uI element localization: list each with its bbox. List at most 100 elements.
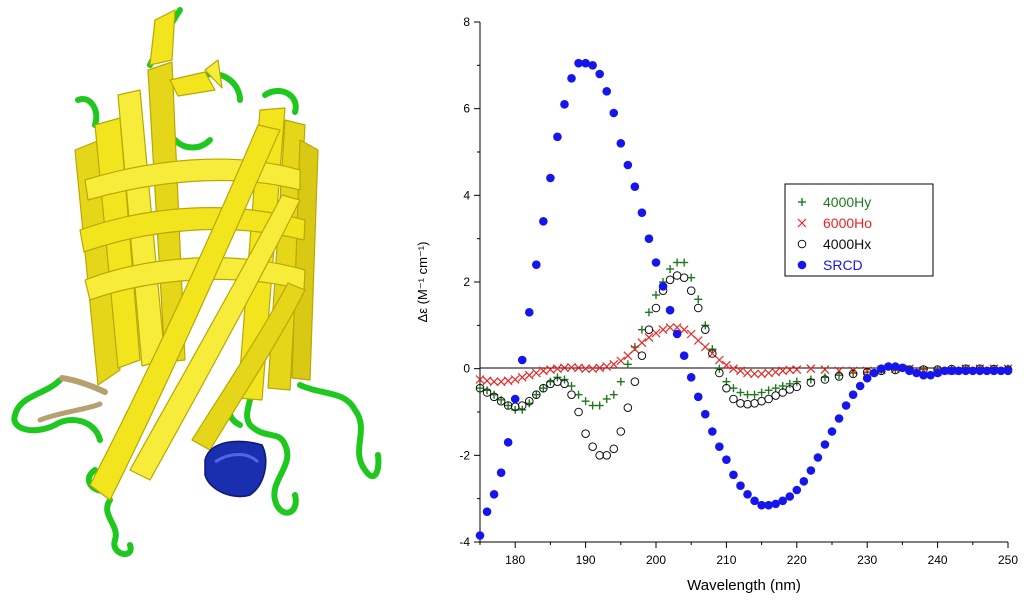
point-6000Ho: [679, 325, 689, 335]
x-tick-label: 250: [998, 553, 1018, 567]
point-4000Hx: [693, 303, 703, 313]
legend-marker-SRCD: [797, 260, 807, 270]
point-4000Hx: [764, 394, 773, 404]
point-4000Hy: [616, 377, 625, 386]
point-SRCD: [785, 492, 795, 501]
point-SRCD: [588, 61, 597, 70]
point-SRCD: [665, 305, 675, 315]
point-SRCD: [905, 366, 914, 376]
point-4000Hy: [764, 386, 773, 395]
point-SRCD: [700, 409, 710, 419]
y-tick-label: 6: [463, 102, 470, 116]
point-SRCD: [947, 366, 956, 376]
point-4000Hy: [708, 345, 717, 354]
point-4000Hx: [482, 388, 492, 397]
y-axis-label: Δε (M⁻¹ cm⁻¹): [415, 242, 430, 323]
point-4000Hy: [560, 375, 569, 384]
point-4000Hy: [504, 401, 513, 410]
point-6000Ho: [602, 362, 612, 371]
point-SRCD: [869, 368, 879, 378]
point-6000Ho: [531, 368, 541, 378]
point-4000Hy: [694, 295, 703, 304]
point-4000Hy: [771, 384, 780, 393]
point-4000Hx: [743, 399, 752, 409]
point-SRCD: [912, 368, 921, 378]
point-SRCD: [482, 507, 492, 516]
point-4000Hy: [588, 401, 597, 410]
point-SRCD: [609, 108, 619, 118]
point-4000Hx: [771, 391, 780, 400]
point-SRCD: [560, 100, 569, 109]
point-6000Ho: [862, 366, 872, 376]
point-6000Ho: [721, 360, 731, 370]
point-SRCD: [1003, 366, 1013, 376]
point-4000Hx: [539, 383, 548, 393]
point-4000Hy: [483, 386, 492, 395]
point-4000Hx: [806, 378, 816, 387]
point-4000Hx: [757, 396, 766, 406]
point-SRCD: [651, 258, 661, 267]
point-SRCD: [489, 490, 499, 499]
beta-strands: [74, 9, 319, 501]
point-SRCD: [686, 373, 696, 382]
point-SRCD: [764, 500, 773, 510]
point-SRCD: [982, 366, 992, 376]
point-4000Hy: [532, 390, 541, 399]
point-6000Ho: [538, 366, 548, 376]
point-SRCD: [539, 217, 548, 226]
point-SRCD: [820, 440, 830, 449]
point-4000Hx: [475, 383, 485, 393]
point-SRCD: [827, 427, 837, 436]
tick-labels: 180 190 200 210 220 230 240 250 -4 -2 0 2 4 6 8: [459, 15, 1018, 567]
point-4000Hy: [602, 395, 611, 403]
point-SRCD: [876, 364, 886, 373]
point-SRCD: [708, 427, 717, 436]
point-4000Hy: [673, 258, 682, 267]
axes: [479, 22, 1008, 543]
point-4000Hx: [651, 303, 661, 313]
point-4000Hx: [602, 451, 612, 460]
point-6000Ho: [750, 369, 759, 379]
point-4000Hx: [722, 383, 731, 393]
point-6000Ho: [651, 328, 661, 338]
point-SRCD: [961, 366, 971, 376]
point-6000Ho: [714, 355, 724, 365]
cd-spectrum-chart: 180 190 200 210 220 230 240 250 -4 -2 0 2 4 6 8 Wavele…: [415, 15, 1018, 594]
point-4000Hy: [546, 377, 555, 386]
legend-marker-4000Hy: [798, 198, 806, 206]
point-SRCD: [778, 496, 788, 506]
point-SRCD: [546, 173, 555, 183]
point-SRCD: [524, 308, 534, 317]
point-SRCD: [581, 58, 590, 68]
legend-label: SRCD: [823, 257, 863, 273]
point-4000Hx: [848, 369, 858, 379]
series-4000Hy: [476, 258, 1012, 414]
point-SRCD: [919, 370, 928, 380]
point-4000Hy: [680, 258, 689, 267]
point-4000Hx: [524, 396, 534, 406]
y-tick-label: 0: [463, 362, 470, 376]
point-6000Ho: [672, 323, 682, 332]
point-4000Hx: [679, 273, 689, 282]
y-tick-label: -4: [459, 535, 470, 549]
point-6000Ho: [693, 336, 703, 345]
point-6000Ho: [644, 333, 654, 342]
point-SRCD: [792, 485, 802, 495]
point-SRCD: [813, 453, 823, 462]
point-4000Hy: [609, 390, 618, 399]
point-6000Ho: [560, 363, 569, 373]
point-4000Hy: [736, 388, 745, 397]
point-6000Ho: [637, 338, 647, 348]
legend-label: 4000Hx: [823, 236, 871, 252]
point-4000Hy: [595, 401, 604, 410]
series-SRCD: [475, 58, 1013, 540]
point-4000Hy: [623, 360, 632, 369]
point-SRCD: [658, 282, 668, 291]
y-tick-label: -2: [459, 448, 470, 462]
legend-label: 4000Hy: [823, 194, 871, 210]
point-6000Ho: [524, 370, 534, 380]
point-4000Hx: [644, 325, 654, 334]
point-4000Hx: [778, 388, 788, 397]
point-SRCD: [623, 160, 633, 170]
point-SRCD: [855, 381, 865, 391]
